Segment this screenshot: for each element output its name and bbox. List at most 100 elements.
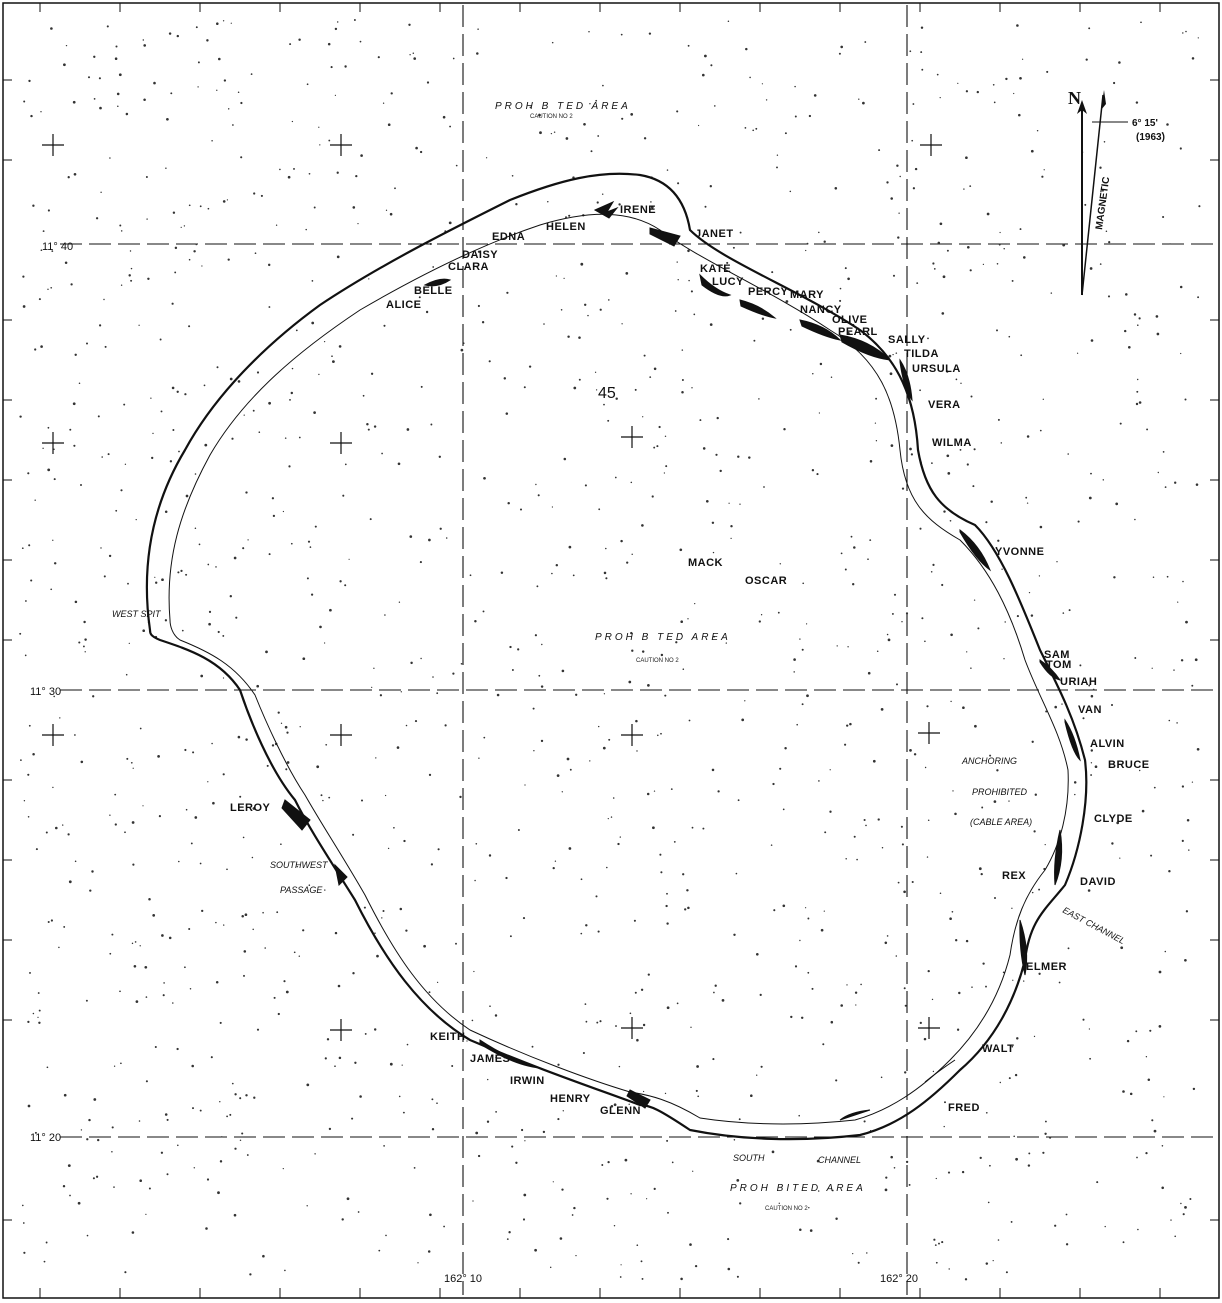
sounding-dot xyxy=(965,156,968,160)
sounding-dot xyxy=(1061,703,1063,705)
sounding-dot xyxy=(989,1164,991,1167)
sounding-dot xyxy=(1068,609,1071,612)
sounding-dot xyxy=(653,446,656,449)
sounding-dot xyxy=(194,473,197,475)
sounding-dot xyxy=(328,796,331,799)
sounding-dot xyxy=(597,135,600,137)
sounding-dot xyxy=(681,349,684,351)
sounding-dot xyxy=(84,651,86,653)
sounding-dot xyxy=(726,261,729,264)
sounding-dot xyxy=(399,907,403,911)
sounding-dot xyxy=(1135,402,1139,406)
sounding-dot xyxy=(1004,621,1006,623)
sounding-dot xyxy=(45,831,48,834)
sounding-dot xyxy=(1116,821,1120,825)
sounding-dot xyxy=(844,568,847,571)
sounding-dot xyxy=(375,757,377,759)
sounding-dot xyxy=(1136,390,1139,393)
sounding-dot xyxy=(905,1160,909,1164)
sounding-dot xyxy=(744,700,746,702)
sounding-dot xyxy=(1012,979,1014,981)
sounding-dot xyxy=(919,1021,922,1025)
sounding-dot xyxy=(327,42,331,46)
sounding-dot xyxy=(1181,839,1184,842)
sounding-dot xyxy=(1140,21,1142,24)
sounding-dot xyxy=(666,169,669,171)
sounding-dot xyxy=(250,73,253,75)
sounding-dot xyxy=(80,484,82,486)
sounding-dot xyxy=(1031,891,1034,894)
sounding-dot xyxy=(113,1186,115,1188)
sounding-dot xyxy=(237,380,241,383)
sounding-dot xyxy=(178,450,180,453)
sounding-dot xyxy=(181,629,184,632)
sounding-dot xyxy=(534,634,538,637)
sounding-dot xyxy=(27,816,30,818)
sounding-dot xyxy=(260,194,263,197)
sounding-dot xyxy=(495,1056,498,1059)
sounding-dot xyxy=(409,54,411,56)
sounding-dot xyxy=(1168,719,1171,722)
sounding-dot xyxy=(1141,809,1145,813)
sounding-dot xyxy=(251,856,254,859)
sounding-dot xyxy=(677,182,680,185)
sounding-dot xyxy=(86,1234,89,1237)
sounding-dot xyxy=(649,376,652,378)
sounding-dot xyxy=(985,985,987,988)
sounding-dot xyxy=(192,751,195,754)
sounding-dot xyxy=(812,373,814,375)
sounding-dot xyxy=(1082,1018,1085,1021)
sounding-dot xyxy=(721,999,725,1002)
sounding-dot xyxy=(328,1127,332,1131)
sounding-dot xyxy=(536,585,539,588)
sounding-dot xyxy=(69,428,72,431)
sounding-dot xyxy=(996,263,999,265)
sounding-dot xyxy=(588,31,590,33)
sounding-dot xyxy=(938,1242,940,1245)
sounding-dot xyxy=(124,463,127,465)
sounding-dot xyxy=(131,1231,135,1234)
sounding-dot xyxy=(72,402,76,406)
sounding-dot xyxy=(1036,129,1039,132)
sounding-dot xyxy=(626,561,629,564)
sounding-dot xyxy=(935,1177,937,1180)
sounding-dot xyxy=(222,200,226,203)
sounding-dot xyxy=(800,1016,804,1020)
sounding-dot xyxy=(413,57,417,60)
sounding-dot xyxy=(50,919,54,922)
sounding-dot xyxy=(1174,1235,1177,1238)
sounding-dot xyxy=(142,805,144,807)
sounding-dot xyxy=(552,866,555,870)
sounding-dot xyxy=(472,1200,474,1202)
sounding-dot xyxy=(830,376,833,378)
sounding-dot xyxy=(1001,568,1003,570)
sounding-dot xyxy=(37,992,40,994)
sounding-dot xyxy=(620,33,623,36)
sounding-dot xyxy=(1135,1030,1138,1033)
sounding-dot xyxy=(651,495,654,498)
sounding-dot xyxy=(143,44,147,47)
sounding-dot xyxy=(941,1241,944,1244)
sounding-dot xyxy=(406,428,410,431)
sounding-dot xyxy=(933,268,936,270)
label-uriah: URIAH xyxy=(1060,676,1097,688)
sounding-dot xyxy=(709,323,713,326)
label-sam: SAM xyxy=(1044,649,1070,661)
sounding-dot xyxy=(829,769,831,771)
sounding-dot xyxy=(357,1211,360,1213)
sounding-dot xyxy=(666,1006,670,1010)
sounding-dot xyxy=(860,983,862,986)
sounding-dot xyxy=(691,826,694,829)
sounding-dot xyxy=(346,1197,350,1201)
sounding-dot xyxy=(83,620,86,624)
sounding-dot xyxy=(942,275,946,279)
label-irene: IRENE xyxy=(620,204,656,216)
label-bruce: BRUCE xyxy=(1108,759,1150,771)
sounding-dot xyxy=(67,176,70,179)
sounding-dot xyxy=(676,110,679,113)
sounding-dot xyxy=(946,454,950,458)
sounding-dot xyxy=(277,1012,280,1016)
sounding-dot xyxy=(154,576,156,578)
sounding-dot xyxy=(1119,857,1121,859)
sounding-dot xyxy=(1180,352,1182,355)
